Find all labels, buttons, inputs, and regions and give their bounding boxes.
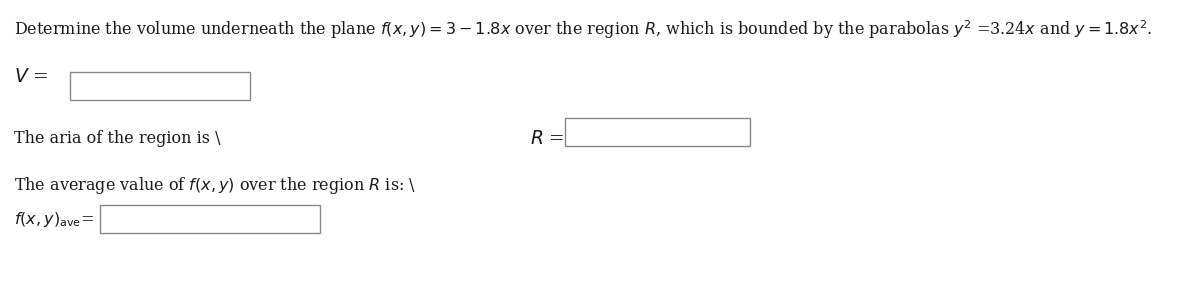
Text: $f(x, y)_{\rm ave}$=: $f(x, y)_{\rm ave}$= [14,210,94,229]
Text: The aria of the region is \: The aria of the region is \ [14,130,221,147]
Text: $V$ =: $V$ = [14,68,48,86]
Bar [70,72,250,100]
Text: The average value of $f(x, y)$ over the region $R$ is: \: The average value of $f(x, y)$ over the … [14,175,416,196]
Bar [565,118,750,146]
Text: $R$ =: $R$ = [530,130,565,148]
Text: Determine the volume underneath the plane $f(x, y) = 3 - 1.8x$ over the region $: Determine the volume underneath the plan… [14,18,1152,41]
Bar [100,205,320,233]
